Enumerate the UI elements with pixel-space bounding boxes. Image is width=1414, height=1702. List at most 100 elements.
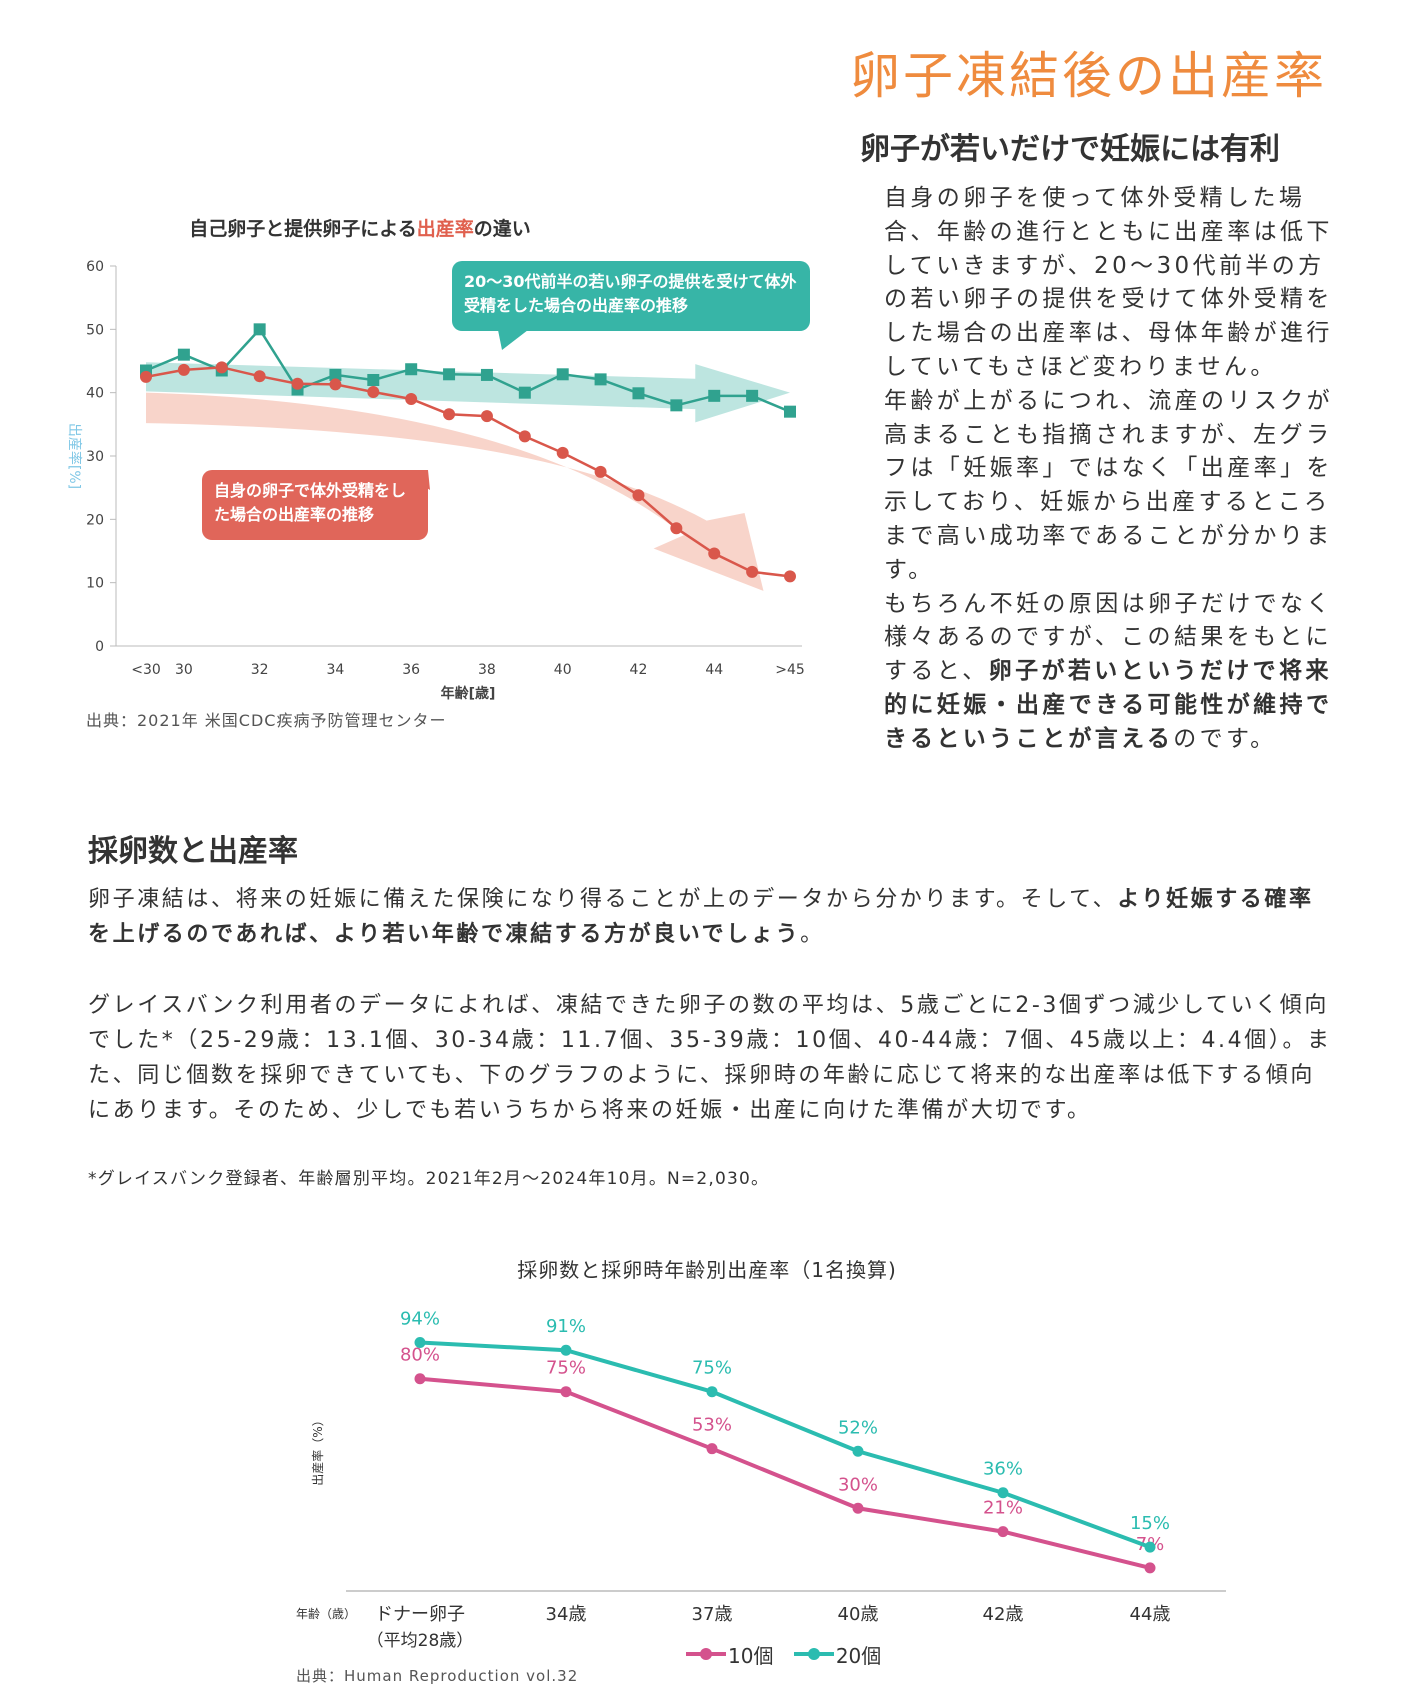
data-point — [746, 565, 759, 578]
data-point — [594, 465, 607, 478]
data-point — [443, 408, 456, 421]
birth-rate-chart: 0 10 20 30 40 50 60 出産率[%] <30 30 32 34 36 38 40 42 44 >4… — [66, 259, 805, 702]
chart-title-highlight: 出産率 — [416, 218, 474, 240]
legend-line-marker — [793, 1648, 834, 1660]
y-tick-label: 10 — [86, 576, 104, 592]
x-tick-label: 42歳 — [983, 1604, 1024, 1625]
data-point — [518, 386, 531, 399]
data-point — [291, 377, 304, 390]
y-axis-label: 出産率（%） — [310, 1414, 325, 1485]
data-point — [367, 386, 380, 399]
x-tick-label: 44 — [705, 662, 723, 678]
trend-arrow-teal — [146, 362, 790, 423]
data-point — [480, 410, 493, 423]
text: 卵子凍結は、将来の妊娠に備えた保険になり得ることが上のデータから分かります。そし… — [88, 887, 1118, 912]
data-point — [215, 361, 228, 374]
legend-label: 10個 — [728, 1643, 774, 1668]
text: のです。 — [1173, 725, 1277, 752]
legend-item: 10個 — [686, 1640, 773, 1669]
chart-title-text: 自己卵子と提供卵子による — [189, 218, 417, 240]
data-point — [405, 363, 418, 376]
data-label: 94% — [400, 1308, 440, 1329]
data-point — [784, 570, 796, 583]
legend-item: 20個 — [793, 1640, 882, 1669]
emphasis-text: より妊娠する確率を上げるのであれば、より若い年齢で凍結する方が良いでしょう — [88, 887, 1314, 947]
own-egg-callout: 自身の卵子で体外受精をした場合の出産率の推移 — [202, 470, 428, 540]
paragraph: グレイスバンク利用者のデータによれば、凍結できた卵子の数の平均は、5歳ごとに2-… — [88, 993, 1332, 1123]
data-point — [140, 370, 152, 383]
chart-title-text: の違い — [473, 218, 531, 240]
data-label: 30% — [838, 1474, 878, 1495]
paragraph: もちろん不妊の原因は卵子だけでなく様々あるのですが、この結果をもとにすると、卵子… — [884, 588, 1344, 757]
data-point — [670, 522, 683, 535]
data-label: 53% — [692, 1415, 732, 1436]
data-point — [556, 446, 569, 459]
data-point — [708, 389, 721, 402]
y-tick-label: 40 — [86, 386, 104, 402]
x-tick-label: 30 — [175, 662, 193, 678]
data-point — [632, 489, 645, 502]
section-heading: 卵子が若いだけで妊娠には有利 — [860, 132, 1280, 167]
data-label: 80% — [400, 1345, 440, 1366]
series-line — [145, 327, 791, 413]
series-line — [145, 366, 791, 578]
data-label: 36% — [983, 1459, 1023, 1480]
y-tick-label: 20 — [86, 512, 104, 528]
section-heading: 採卵数と出産率 — [88, 834, 298, 869]
data-label: 75% — [692, 1358, 732, 1379]
data-point — [329, 368, 342, 381]
donor-egg-callout: 20〜30代前半の若い卵子の提供を受けて体外受精をした場合の出産率の推移 — [452, 261, 810, 331]
data-point — [414, 1373, 426, 1385]
callout-pointer — [498, 330, 528, 350]
paragraph: 年齢が上がるにつれ、流産のリスクが高まることも指摘されますが、左グラフは「妊娠率… — [884, 387, 1334, 583]
x-tick-label: 40歳 — [838, 1604, 879, 1625]
y-tick-label: 60 — [86, 259, 104, 275]
x-tick-label: 40 — [554, 662, 572, 678]
data-point — [852, 1502, 864, 1514]
x-tick-label: 37歳 — [692, 1604, 733, 1625]
x-tick-label: >45 — [775, 662, 805, 678]
chart-title: 自己卵子と提供卵子による出産率の違い — [0, 214, 720, 241]
data-point — [997, 1487, 1009, 1499]
legend-dot — [700, 1648, 712, 1660]
emphasis-text: 卵子が若いというだけで将来的に妊娠・出産できる可能性が維持できるということが言え… — [884, 658, 1333, 752]
legend-label: 20個 — [835, 1643, 882, 1668]
paragraph: 自身の卵子を使って体外受精した場合、年齢の進行とともに出産率は低下していきますが… — [884, 185, 1333, 380]
x-tick-label: 36 — [402, 662, 420, 678]
data-point — [367, 374, 380, 386]
chart-legend: 10個 20個 — [686, 1637, 895, 1669]
data-point — [177, 363, 190, 376]
data-point — [253, 370, 266, 383]
data-point — [253, 323, 266, 336]
data-point — [594, 373, 607, 386]
data-label: 7% — [1136, 1534, 1165, 1555]
data-point — [329, 378, 342, 391]
legend-line-marker — [686, 1648, 726, 1660]
data-point — [443, 368, 456, 381]
data-point — [480, 368, 493, 381]
chart-source: 出典：2021年 米国CDC疾病予防管理センター — [86, 711, 447, 730]
data-point — [852, 1445, 864, 1457]
x-tick-label: 42 — [630, 662, 648, 678]
x-tick-label: <30 — [131, 662, 161, 678]
series-line — [419, 1340, 1151, 1550]
x-tick-sublabel: （平均28歳） — [367, 1631, 474, 1651]
legend-dot — [807, 1648, 820, 1660]
x-tick-label: 38 — [478, 662, 496, 678]
x-tick-label: ドナー卵子 — [375, 1604, 465, 1625]
data-point — [560, 1344, 572, 1356]
data-point — [997, 1526, 1009, 1538]
x-axis-label: 年齢（歳） — [296, 1606, 356, 1621]
data-point — [405, 393, 418, 405]
x-tick-label: 34 — [326, 662, 344, 678]
y-tick-label: 30 — [86, 449, 104, 465]
y-tick-label: 0 — [95, 639, 104, 655]
chart-source: 出典：Human Reproduction vol.32 — [296, 1667, 579, 1685]
data-label: 52% — [838, 1417, 878, 1438]
footnote: *グレイスバンク登録者、年齢層別平均。2021年2月〜2024年10月。N=2,… — [88, 1169, 770, 1189]
data-label: 91% — [546, 1316, 586, 1337]
data-point — [1144, 1562, 1156, 1574]
data-point — [706, 1386, 718, 1398]
data-point — [784, 405, 796, 418]
x-tick-label: 44歳 — [1130, 1604, 1171, 1625]
